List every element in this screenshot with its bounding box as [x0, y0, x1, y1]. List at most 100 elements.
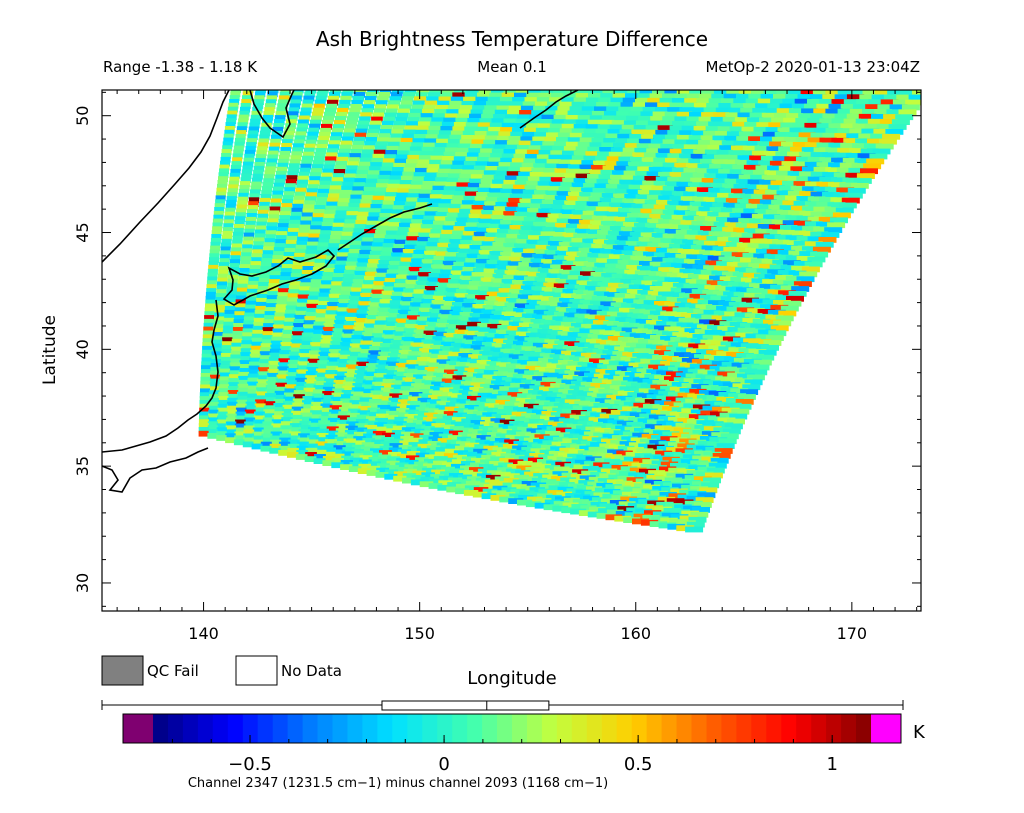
swath-cell	[675, 448, 693, 455]
swath-cell	[607, 129, 623, 135]
swath-cell	[679, 387, 697, 394]
swath-cell	[807, 157, 825, 163]
swath-cell	[611, 495, 629, 501]
swath-cell	[214, 316, 225, 323]
swath-cell	[482, 488, 498, 495]
swath-cell	[238, 275, 249, 282]
swath-cell	[737, 327, 756, 334]
swath-cell	[646, 194, 663, 201]
swath-cell	[219, 168, 229, 175]
swath-cell	[657, 471, 675, 478]
swath-cell	[700, 410, 718, 417]
swath-cell	[704, 329, 722, 336]
swath-cell	[217, 415, 228, 422]
swath-cell	[867, 138, 885, 145]
swath-cell	[627, 313, 644, 320]
swath-cell	[228, 382, 239, 388]
swath-cell	[531, 110, 545, 116]
swath-cell	[683, 167, 700, 174]
swath-cell	[431, 423, 445, 429]
swath-cell	[419, 434, 433, 441]
swath-cell	[425, 321, 439, 328]
swath-cell	[334, 164, 347, 171]
swath-cell	[675, 229, 692, 236]
swath-cell	[834, 113, 852, 120]
swath-cell	[541, 287, 557, 293]
swath-cell	[425, 134, 439, 140]
swath-cell	[679, 153, 695, 160]
swath-cell	[256, 150, 267, 156]
swath-cell	[351, 144, 363, 151]
swath-cell	[539, 353, 555, 359]
swath-cell	[301, 408, 313, 415]
swath-cell	[345, 265, 357, 272]
swath-cell	[505, 144, 519, 151]
swath-cell	[614, 90, 630, 95]
swath-cell	[308, 354, 320, 361]
swath-cell	[753, 189, 771, 196]
swath-cell	[300, 107, 312, 114]
swath-cell	[221, 349, 232, 355]
swath-cell	[362, 104, 375, 110]
swath-cell	[397, 449, 411, 456]
swath-cell	[246, 213, 257, 219]
swath-cell	[675, 422, 693, 429]
swath-cell	[483, 337, 498, 344]
swath-cell	[452, 160, 466, 167]
swath-cell	[554, 432, 570, 439]
swath-cell	[248, 197, 260, 204]
swath-cell	[662, 331, 679, 337]
swath-cell	[697, 492, 716, 499]
swath-cell	[722, 271, 739, 278]
swath-cell	[439, 309, 453, 316]
swath-cell	[519, 384, 535, 390]
swath-cell	[483, 445, 498, 452]
swath-cell	[637, 418, 655, 425]
swath-cell	[534, 217, 549, 224]
swath-cell	[676, 90, 692, 95]
swath-cell	[548, 297, 564, 303]
swath-cell	[631, 382, 648, 389]
swath-cell	[635, 319, 652, 325]
swath-cell	[522, 374, 538, 381]
swath-cell	[634, 373, 651, 379]
swath-cell	[576, 337, 592, 344]
swath-cell	[567, 275, 583, 281]
swath-cell	[732, 121, 749, 128]
swath-cell	[757, 224, 775, 230]
swath-cell	[671, 458, 690, 464]
swath-cell	[664, 426, 682, 433]
swath-cell	[248, 369, 259, 376]
swath-cell	[754, 273, 772, 280]
swath-cell	[381, 247, 394, 254]
swath-cell	[544, 401, 560, 408]
swath-cell	[248, 130, 259, 137]
swath-cell	[386, 269, 400, 276]
swath-cell	[237, 379, 249, 386]
swath-cell	[436, 442, 451, 449]
swath-cell	[231, 342, 242, 349]
swath-cell	[648, 414, 666, 421]
swath-cell	[477, 254, 491, 261]
swath-cell	[210, 237, 221, 244]
swath-cell	[613, 142, 628, 149]
swath-cell	[300, 340, 312, 347]
swath-cell	[280, 346, 292, 352]
swath-cell	[263, 246, 274, 252]
swath-cell	[334, 436, 347, 443]
swath-cell	[293, 323, 305, 329]
swath-cell	[491, 278, 505, 285]
swath-cell	[441, 466, 455, 473]
swath-cell	[673, 478, 692, 485]
swath-cell	[798, 132, 816, 139]
swath-cell	[424, 286, 438, 292]
swath-cell	[536, 212, 551, 219]
swath-cell	[335, 311, 348, 318]
swath-cell	[324, 378, 337, 385]
swath-cell	[410, 387, 424, 394]
swath-cell	[667, 176, 683, 183]
swath-cell	[232, 153, 243, 160]
swath-cell	[370, 246, 384, 253]
swath-cell	[447, 105, 461, 111]
swath-cell	[348, 249, 361, 255]
